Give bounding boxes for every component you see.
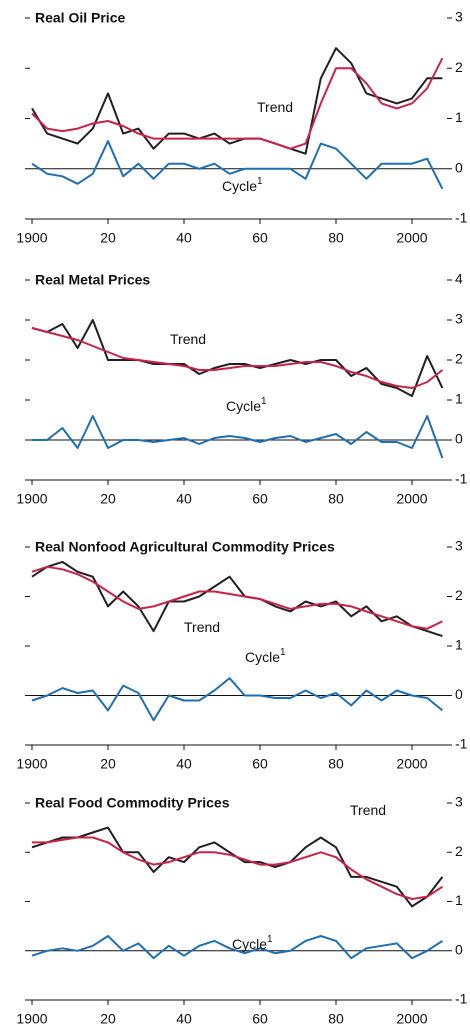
series-line	[31, 57, 444, 150]
x-tick-label: 20	[100, 756, 116, 772]
x-tick-label: 20	[100, 491, 116, 507]
x-tick-label: 1900	[16, 756, 47, 772]
annotation-sup: 1	[267, 934, 273, 945]
x-tick-label: 80	[328, 491, 344, 507]
x-tick-label: 80	[328, 756, 344, 772]
x-tick-label: 60	[252, 1011, 268, 1027]
y-tick-label: 3	[455, 311, 463, 327]
y-tick-label: 3	[455, 9, 463, 25]
series-line	[31, 565, 443, 630]
annotation: Cycle1	[222, 176, 263, 194]
annotation-sup: 1	[257, 176, 263, 187]
y-tick-label: 1	[455, 892, 463, 908]
x-tick-label: 60	[252, 230, 268, 246]
y-tick-label: 2	[455, 351, 463, 367]
series-line	[31, 47, 443, 155]
annotation-text: Trend	[184, 619, 220, 635]
y-tick-label: -1	[455, 991, 468, 1007]
y-tick-label: 2	[455, 587, 463, 603]
y-tick-label: 4	[455, 271, 463, 287]
annotation-text: Trend	[170, 331, 206, 347]
x-tick-label: 80	[328, 230, 344, 246]
x-tick-label: 60	[252, 756, 268, 772]
series-line	[31, 677, 444, 722]
chart-title: Real Metal Prices	[35, 272, 150, 288]
x-tick-label: 80	[328, 1011, 344, 1027]
y-tick-label: 0	[455, 431, 463, 447]
panel: Real Nonfood Agricultural Commodity Pric…	[16, 538, 467, 772]
x-tick-label: 60	[252, 491, 268, 507]
x-tick-label: 40	[176, 491, 192, 507]
annotation-text: Trend	[350, 802, 386, 818]
annotation-text: Cycle	[232, 936, 267, 952]
annotation: Trend	[257, 99, 293, 115]
x-tick-label: 40	[176, 756, 192, 772]
x-tick-label: 40	[176, 230, 192, 246]
annotation-text: Cycle	[226, 398, 261, 414]
y-tick-label: 0	[455, 941, 463, 957]
x-tick-label: 2000	[396, 491, 427, 507]
x-tick-label: 2000	[396, 756, 427, 772]
y-tick-label: 2	[455, 59, 463, 75]
y-tick-label: 1	[455, 109, 463, 125]
series-line	[31, 319, 444, 397]
annotation-sup: 1	[280, 647, 286, 658]
y-tick-label: 2	[455, 843, 463, 859]
x-tick-label: 1900	[16, 1011, 47, 1027]
series-line	[31, 826, 444, 908]
x-tick-label: 2000	[396, 1011, 427, 1027]
y-tick-label: -1	[455, 736, 468, 752]
x-tick-label: 1900	[16, 491, 47, 507]
x-tick-label: 40	[176, 1011, 192, 1027]
x-tick-label: 20	[100, 230, 116, 246]
chart-title: Real Oil Price	[35, 10, 125, 26]
y-tick-label: 1	[455, 637, 463, 653]
x-tick-label: 2000	[396, 230, 427, 246]
y-tick-label: 3	[455, 538, 463, 554]
x-tick-label: 1900	[16, 230, 47, 246]
annotation: Cycle1	[232, 934, 273, 952]
annotation: Trend	[350, 802, 386, 818]
annotation-text: Trend	[257, 99, 293, 115]
y-tick-label: 0	[455, 686, 463, 702]
annotation: Trend	[170, 331, 206, 347]
series-line	[32, 836, 443, 900]
chart-title: Real Food Commodity Prices	[35, 795, 230, 811]
series-line	[31, 140, 444, 190]
annotation: Cycle1	[226, 396, 267, 414]
series-line	[31, 560, 443, 638]
y-tick-label: -1	[455, 471, 468, 487]
y-tick-label: 0	[455, 159, 463, 175]
annotation-text: Cycle	[222, 178, 257, 194]
y-tick-label: 1	[455, 391, 463, 407]
annotation-text: Cycle	[245, 649, 280, 665]
series-line	[32, 415, 444, 459]
annotation-sup: 1	[261, 396, 267, 407]
panel: Real Metal Prices -1 0 1 2 3 4 1900 20 40 60 80 2000…	[16, 271, 467, 507]
panel: Real Food Commodity Prices -1 0 1 2 3 1900 20 40…	[16, 794, 467, 1027]
series-line	[31, 935, 443, 960]
panel: Real Oil Price -1 0 1 2 3 1900 20 40 60 80 2000 Tren…	[16, 9, 467, 246]
y-tick-label: 3	[455, 794, 463, 810]
series-line	[31, 327, 444, 389]
x-tick-label: 20	[100, 1011, 116, 1027]
annotation: Cycle1	[245, 647, 286, 665]
chart-title: Real Nonfood Agricultural Commodity Pric…	[35, 539, 335, 555]
annotation: Trend	[184, 619, 220, 635]
y-tick-label: -1	[455, 210, 468, 226]
